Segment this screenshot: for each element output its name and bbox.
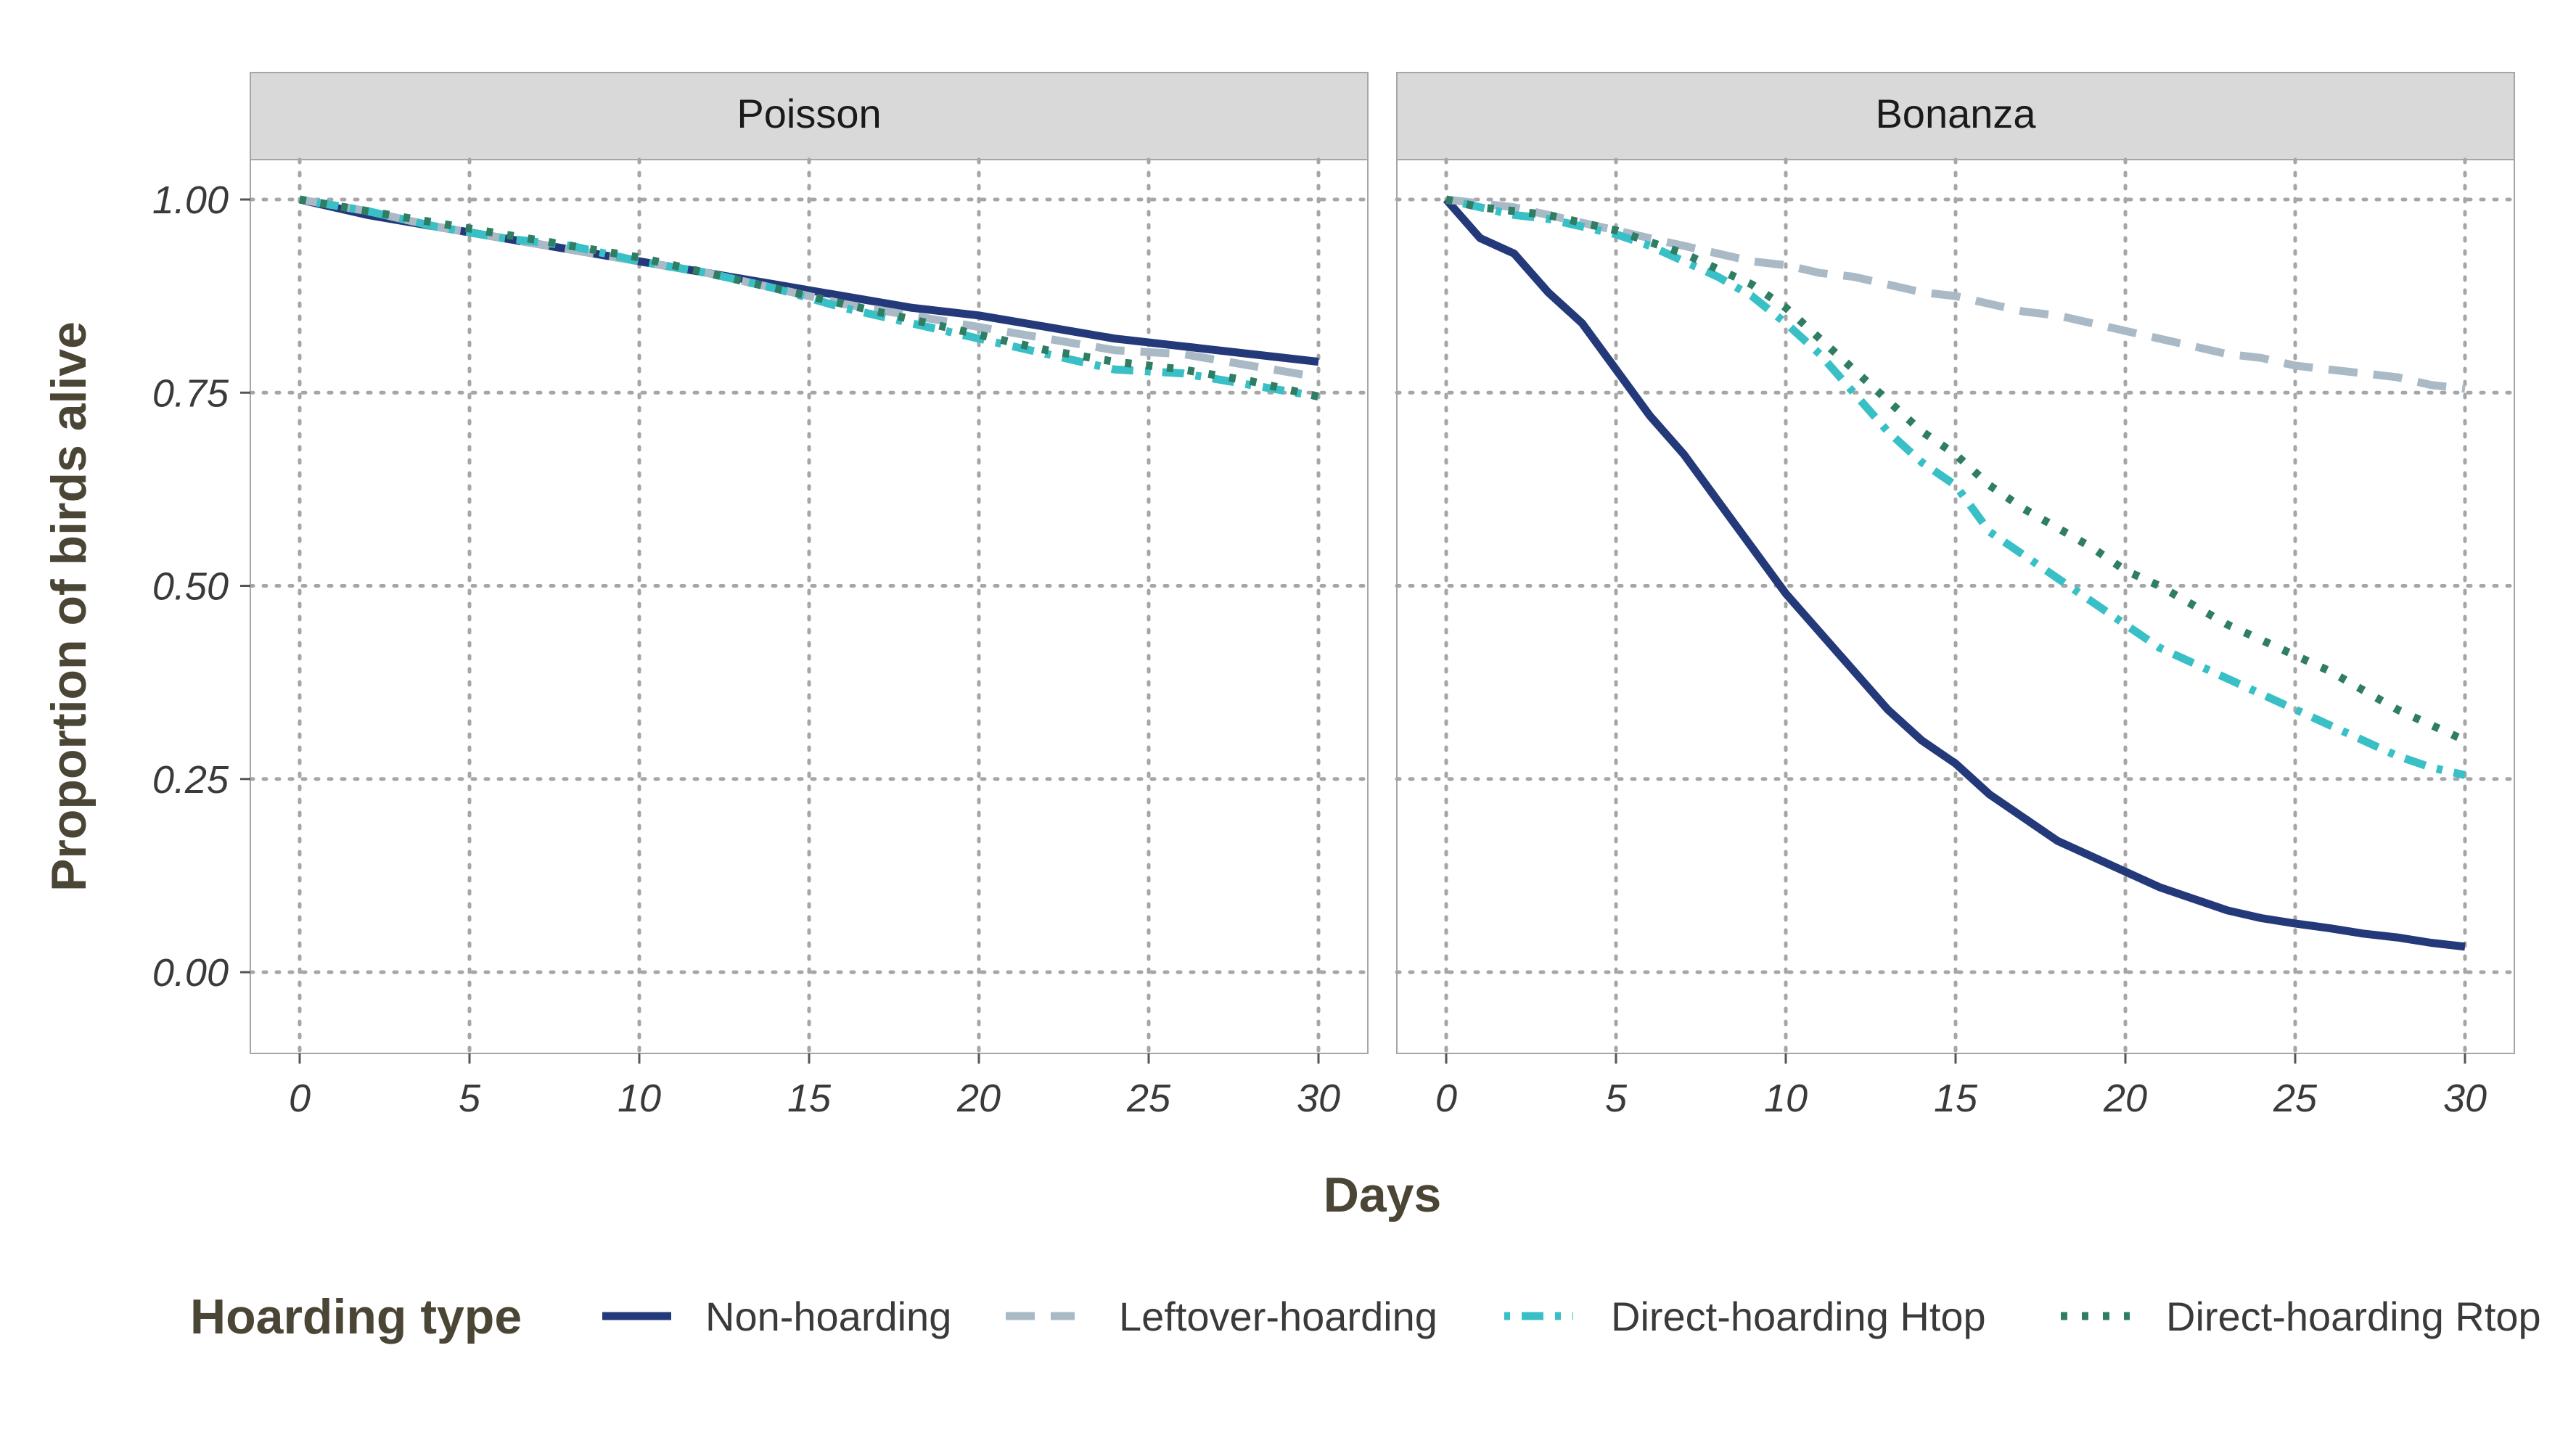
x-tick-label-bonanza-5: 25: [2273, 1077, 2318, 1120]
legend: Hoarding type Non-hoarding Leftover-hoar…: [190, 1289, 2541, 1344]
series-line-leftover-hoarding-poisson: [299, 195, 1319, 382]
y-tick-label-0: 0.00: [152, 951, 229, 995]
grid-bonanza: [1395, 157, 2516, 1056]
y-tick-label-4: 1.00: [152, 178, 229, 222]
legend-title: Hoarding type: [190, 1289, 522, 1344]
x-tick-label-poisson-2: 10: [618, 1077, 661, 1120]
panel-bonanza: Bonanza 0 5 10 15 20 25 30: [1395, 72, 2516, 1120]
x-tick-label-poisson-4: 20: [956, 1077, 1001, 1120]
x-tick-label-poisson-0: 0: [289, 1077, 311, 1120]
y-axis-title: Proportion of birds alive: [41, 321, 97, 892]
series-line-leftover-hoarding-bonanza: [1445, 195, 2466, 393]
x-tick-label-bonanza-3: 15: [1934, 1077, 1978, 1120]
x-tick-label-bonanza-0: 0: [1435, 1077, 1457, 1120]
strip-label-poisson: Poisson: [737, 91, 881, 136]
x-tick-label-bonanza-4: 20: [2103, 1077, 2147, 1120]
legend-label-non-hoarding: Non-hoarding: [705, 1294, 951, 1339]
strip-bonanza: [1396, 72, 2515, 160]
legend-label-direct-hoarding-rtop: Direct-hoarding Rtop: [2166, 1294, 2541, 1339]
x-ticks-poisson: 0 5 10 15 20 25 30: [289, 1053, 1340, 1120]
x-tick-label-bonanza-2: 10: [1764, 1077, 1808, 1120]
x-tick-label-poisson-6: 30: [1297, 1077, 1340, 1120]
panel-poisson: Poisson 0 5 10 15 20 25 30: [248, 72, 1370, 1120]
x-tick-label-poisson-1: 5: [459, 1077, 481, 1120]
x-tick-label-poisson-5: 25: [1126, 1077, 1171, 1120]
y-tick-label-1: 0.25: [152, 758, 229, 802]
grid-poisson: [248, 157, 1370, 1056]
legend-label-direct-hoarding-htop: Direct-hoarding Htop: [1611, 1294, 1986, 1339]
y-tick-label-3: 0.75: [152, 371, 229, 415]
strip-label-bonanza: Bonanza: [1875, 91, 2036, 136]
series-line-non-hoarding-bonanza: [1443, 197, 2466, 951]
x-ticks-bonanza: 0 5 10 15 20 25 30: [1435, 1053, 2487, 1120]
y-tick-label-2: 0.50: [152, 565, 229, 609]
series-poisson: [298, 195, 1320, 401]
series-line-direct-hoarding-rtop-bonanza: [1445, 195, 2467, 744]
x-tick-label-bonanza-6: 30: [2443, 1077, 2487, 1120]
x-tick-label-poisson-3: 15: [787, 1077, 832, 1120]
series-line-direct-hoarding-rtop-poisson: [299, 195, 1320, 400]
y-ticks: 0.00 0.25 0.50 0.75 1.00: [152, 178, 250, 995]
x-tick-label-bonanza-1: 5: [1605, 1077, 1628, 1120]
legend-label-leftover-hoarding: Leftover-hoarding: [1119, 1294, 1437, 1339]
x-axis-title: Days: [1324, 1167, 1442, 1222]
strip-poisson: [250, 72, 1369, 160]
series-bonanza: [1443, 195, 2467, 951]
